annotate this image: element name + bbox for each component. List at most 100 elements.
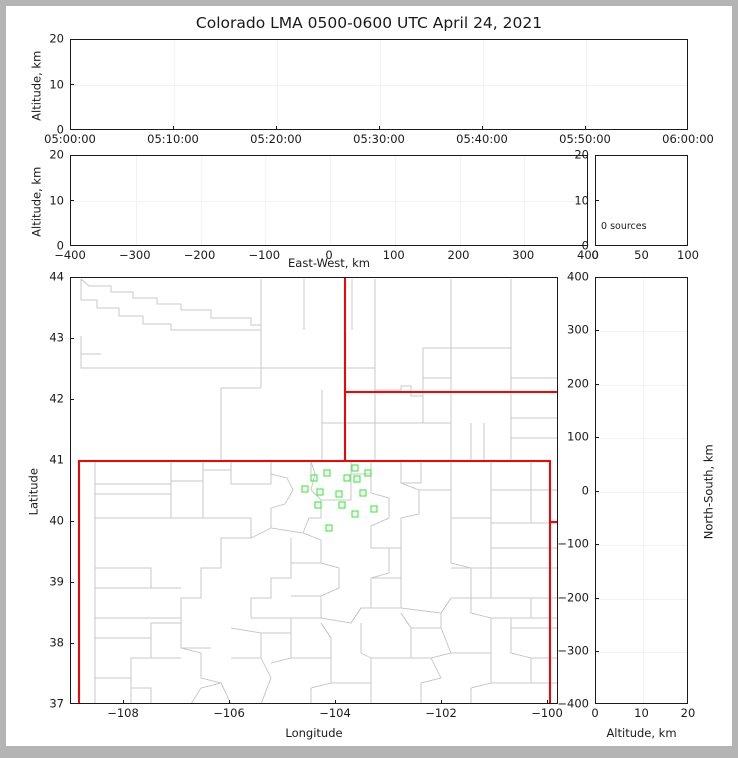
y-tick-label: 0 <box>581 238 589 253</box>
axis-tick <box>595 491 599 492</box>
gridline <box>459 156 461 245</box>
gridline <box>524 156 526 245</box>
y-tick-label: 10 <box>574 192 589 207</box>
panel-time-height[interactable] <box>70 39 688 130</box>
x-tick-label: −104 <box>319 706 351 720</box>
x-tick-label: 50 <box>634 248 649 262</box>
panel-plan-view-map[interactable] <box>70 277 558 704</box>
axis-tick <box>70 84 74 85</box>
y-axis-label: Altitude, km <box>29 166 44 237</box>
gridline <box>330 156 331 245</box>
y-tick-label: 20 <box>49 31 64 46</box>
gridline <box>200 156 202 245</box>
lma-station-marker <box>351 510 358 517</box>
x-tick-label: 0 <box>591 248 599 262</box>
x-axis-label: East-West, km <box>288 256 370 270</box>
axis-tick <box>276 126 277 130</box>
y-tick-label: 38 <box>49 635 64 650</box>
axis-tick <box>547 700 548 704</box>
axis-tick <box>595 598 599 599</box>
gridline <box>596 438 687 439</box>
y-tick-label: 39 <box>49 574 64 589</box>
lma-station-marker <box>343 474 350 481</box>
x-tick-label: −108 <box>107 706 139 720</box>
x-tick-label: 100 <box>677 248 699 262</box>
x-tick-label: 05:10:00 <box>147 132 199 146</box>
gridline <box>642 278 644 703</box>
gridline <box>596 599 687 600</box>
x-tick-label: 05:50:00 <box>559 132 611 146</box>
x-tick-label: −100 <box>531 706 563 720</box>
lma-station-marker <box>314 501 321 508</box>
gridline <box>174 40 175 129</box>
x-tick-label: −200 <box>183 248 216 262</box>
x-tick-label: −106 <box>213 706 245 720</box>
gridline <box>380 40 381 129</box>
x-tick-label: 05:30:00 <box>353 132 405 146</box>
axis-tick <box>595 437 599 438</box>
axis-tick <box>123 700 124 704</box>
axis-tick <box>595 544 599 545</box>
panel-altitude-histogram[interactable]: 0 sources <box>595 155 688 246</box>
x-axis-label: Longitude <box>285 726 343 740</box>
y-tick-label: 0 <box>56 122 64 137</box>
gridline <box>586 40 587 129</box>
y-axis-label: North-South, km <box>701 444 716 540</box>
gridline <box>596 492 687 493</box>
gridline <box>135 156 137 245</box>
panel-north-south-altitude[interactable] <box>595 277 688 704</box>
x-tick-label: 400 <box>577 248 599 262</box>
lma-station-marker <box>353 475 360 482</box>
y-tick-label: 200 <box>567 376 589 391</box>
lma-station-marker <box>323 469 330 476</box>
lma-station-marker <box>351 464 358 471</box>
axis-tick <box>595 384 599 385</box>
axis-tick <box>482 126 483 130</box>
axis-tick <box>173 126 174 130</box>
y-tick-label: 42 <box>49 391 64 406</box>
lma-station-marker <box>301 485 308 492</box>
axis-tick <box>70 643 74 644</box>
gridline <box>71 201 587 202</box>
figure-title: Colorado LMA 0500-0600 UTC April 24, 202… <box>195 14 543 32</box>
y-tick-label: −300 <box>557 643 589 658</box>
y-tick-label: 300 <box>567 322 589 337</box>
source-count-annotation: 0 sources <box>601 220 647 232</box>
lma-station-marker <box>338 501 345 508</box>
y-tick-label: 43 <box>49 330 64 345</box>
axis-tick <box>70 200 74 201</box>
y-tick-label: 100 <box>567 429 589 444</box>
gridline <box>596 385 687 386</box>
lma-station-marker <box>325 524 332 531</box>
x-axis-label: Altitude, km <box>606 726 677 740</box>
gridline <box>483 40 484 129</box>
x-tick-label: 0 <box>325 248 333 262</box>
y-tick-label: −400 <box>557 696 589 711</box>
y-tick-label: 10 <box>49 192 64 207</box>
lma-station-marker <box>359 489 366 496</box>
x-tick-label: −100 <box>248 248 281 262</box>
x-tick-label: 200 <box>447 248 470 262</box>
lma-station-marker <box>364 469 371 476</box>
axis-tick <box>379 126 380 130</box>
x-tick-label: 100 <box>382 248 405 262</box>
gridline <box>265 156 267 245</box>
matplotlib-figure: Colorado LMA 0500-0600 UTC April 24, 202… <box>6 6 732 746</box>
x-tick-label: 05:20:00 <box>250 132 302 146</box>
x-tick-label: 300 <box>512 248 535 262</box>
y-tick-label: 20 <box>49 147 64 162</box>
y-tick-label: 40 <box>49 513 64 528</box>
lma-station-marker <box>335 490 342 497</box>
y-tick-label: 37 <box>49 696 64 711</box>
axis-tick <box>595 330 599 331</box>
axis-tick <box>441 700 442 704</box>
y-tick-label: 400 <box>567 269 589 284</box>
lma-station-marker <box>370 505 377 512</box>
axis-tick <box>595 651 599 652</box>
axis-tick <box>70 399 74 400</box>
y-tick-label: 0 <box>581 483 589 498</box>
panel-east-west-height[interactable] <box>70 155 588 246</box>
axis-tick <box>70 521 74 522</box>
gridline <box>277 40 278 129</box>
